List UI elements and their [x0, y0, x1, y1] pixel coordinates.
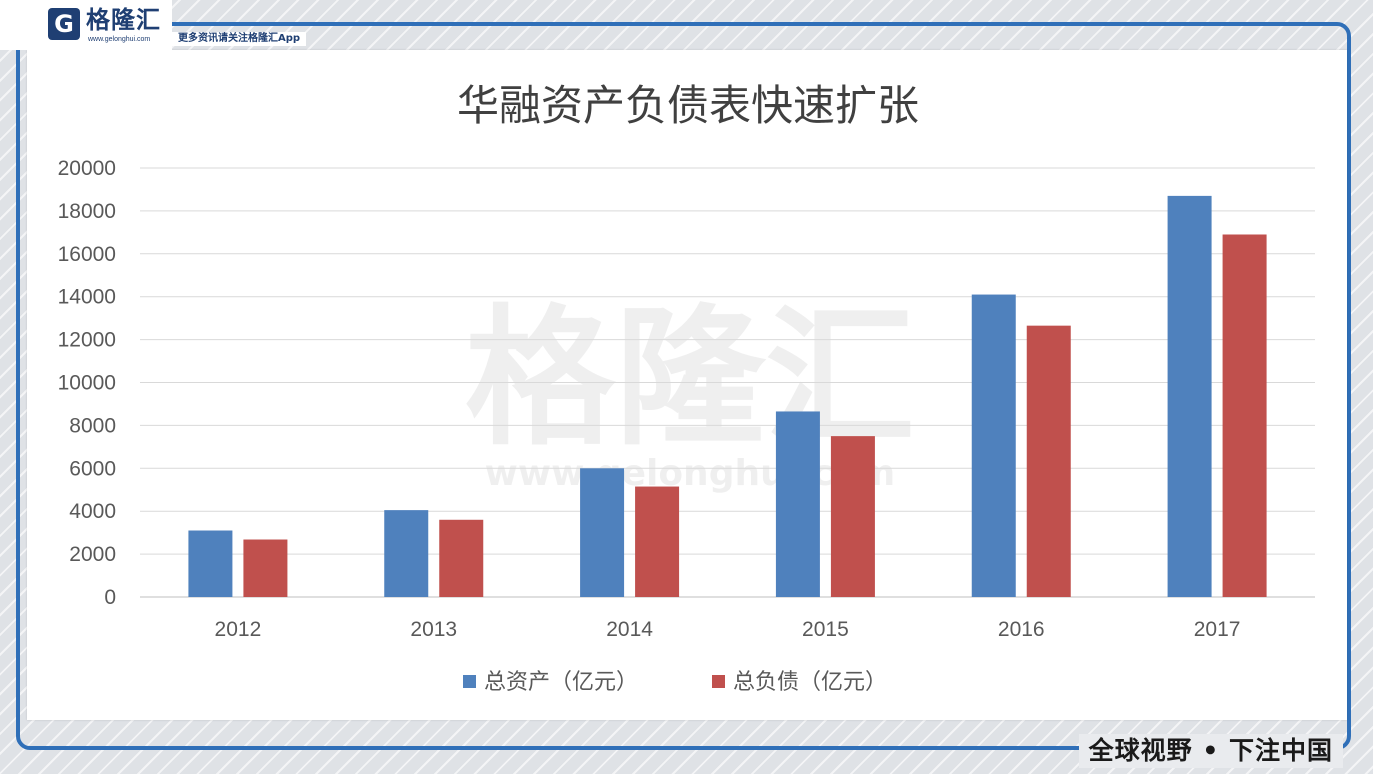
- y-tick-label: 8000: [69, 414, 116, 437]
- y-tick-label: 2000: [69, 543, 116, 566]
- chart-panel: [27, 50, 1347, 720]
- bar-liabilities-2017: [1222, 234, 1267, 597]
- y-tick-label: 16000: [58, 243, 116, 266]
- chart-title: 华融资产负债表快速扩张: [457, 81, 919, 130]
- y-tick-label: 18000: [58, 200, 116, 223]
- bar-assets-2017: [1167, 195, 1212, 597]
- bar-liabilities-2012: [243, 539, 288, 597]
- bars: [188, 195, 1267, 597]
- bar-liabilities-2013: [439, 519, 484, 597]
- y-axis-ticks: 0 2000 4000 6000 8000 10000 12000 14000 16000 180…: [58, 157, 116, 609]
- bar-assets-2013: [384, 510, 429, 597]
- y-tick-label: 20000: [58, 157, 116, 180]
- legend-swatch-liabilities: [712, 675, 725, 688]
- bar-liabilities-2014: [635, 486, 680, 597]
- legend-label-assets: 总资产（亿元）: [484, 670, 638, 695]
- x-axis-ticks: 2012 2013 2014 2015 2016 2017: [215, 618, 1241, 641]
- brand-tagline: 更多资讯请关注格隆汇App: [172, 32, 307, 46]
- x-tick-label-2015: 2015: [802, 618, 849, 641]
- x-tick-label-2014: 2014: [606, 618, 653, 641]
- legend-label-liabilities: 总负债（亿元）: [733, 670, 887, 695]
- logo-icon: G: [48, 8, 80, 40]
- y-tick-label: 14000: [58, 286, 116, 309]
- y-tick-label: 4000: [69, 500, 116, 523]
- brand-slogan: 全球视野 • 下注中国: [1078, 734, 1343, 768]
- bar-assets-2016: [971, 294, 1016, 597]
- bar-liabilities-2015: [830, 436, 875, 597]
- watermark-url: www.gelonghui.com: [485, 453, 896, 494]
- x-tick-label-2016: 2016: [998, 618, 1045, 641]
- x-tick-label-2017: 2017: [1194, 618, 1241, 641]
- watermark: 格隆汇 www.gelonghui.com: [465, 292, 915, 494]
- x-tick-label-2013: 2013: [410, 618, 457, 641]
- bar-assets-2012: [188, 530, 233, 597]
- bar-assets-2015: [775, 411, 820, 597]
- y-tick-label: 12000: [58, 329, 116, 352]
- bar-liabilities-2016: [1026, 325, 1071, 597]
- outer-frame: [16, 22, 1351, 750]
- y-tick-label: 0: [104, 586, 116, 609]
- gridlines: [140, 167, 1315, 598]
- logo-area: G 格隆汇 www.gelonghui.com: [0, 0, 172, 50]
- logo-name: 格隆汇: [86, 6, 161, 34]
- y-tick-label: 10000: [58, 372, 116, 395]
- logo-url: www.gelonghui.com: [88, 36, 151, 43]
- y-tick-label: 6000: [69, 457, 116, 480]
- legend-swatch-assets: [463, 675, 476, 688]
- x-tick-label-2012: 2012: [215, 618, 262, 641]
- legend: 总资产（亿元） 总负债（亿元）: [463, 670, 887, 695]
- bar-assets-2014: [580, 468, 625, 597]
